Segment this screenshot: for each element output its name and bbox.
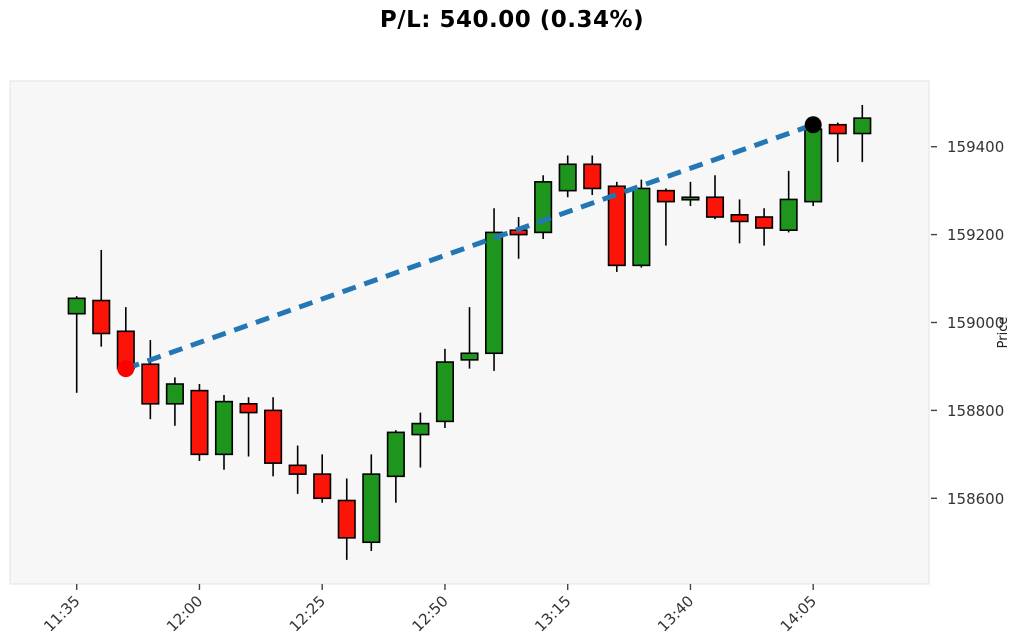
candle-13:25 — [607, 181, 626, 272]
x-tick-label: 13:15 — [531, 592, 574, 635]
candle-12:25 — [313, 454, 332, 503]
candle-13:45 — [705, 175, 725, 220]
candle-12:15 — [264, 397, 283, 477]
y-tick-label: 159000 — [947, 314, 1004, 332]
candle-12:40 — [386, 430, 405, 503]
candle-14:00 — [779, 170, 798, 233]
candle-12:10 — [239, 397, 258, 457]
candle-body — [92, 299, 111, 335]
candle-body — [435, 361, 455, 423]
candle-body — [484, 231, 504, 355]
candle-body — [460, 352, 479, 361]
candle-11:50 — [141, 340, 160, 420]
candle-12:55 — [460, 307, 479, 369]
candle-14:10 — [828, 122, 847, 163]
candle-11:35 — [67, 296, 86, 393]
candle-body — [632, 187, 651, 267]
candle-12:05 — [214, 395, 234, 470]
candle-body — [67, 297, 86, 315]
candle-12:35 — [362, 454, 381, 552]
candle-13:40 — [681, 181, 700, 207]
x-tick-label: 12:00 — [163, 592, 206, 635]
candle-14:05 — [804, 122, 823, 207]
candle-12:50 — [435, 348, 455, 428]
candle-body — [165, 383, 184, 405]
candle-13:50 — [730, 199, 749, 244]
y-axis: 158600 158800 159000 159200 159400 Price — [931, 138, 1011, 508]
candle-13:15 — [558, 155, 577, 198]
entry-marker — [117, 360, 135, 378]
candle-body — [362, 473, 381, 544]
candle-13:20 — [583, 155, 602, 196]
candle-body — [411, 422, 430, 436]
candle-body — [804, 128, 823, 203]
x-axis: 11:35 12:00 12:25 12:50 13:15 13:40 14:05 — [40, 584, 820, 635]
y-tick-label: 158600 — [947, 490, 1004, 508]
candle-12:30 — [337, 478, 356, 560]
candle-12:00 — [190, 384, 209, 461]
x-tick-label: 12:50 — [408, 592, 451, 635]
candle-body — [607, 185, 626, 267]
exit-marker — [804, 116, 822, 134]
candle-body — [288, 464, 307, 475]
candle-body — [534, 181, 553, 234]
candle-body — [681, 196, 700, 201]
candle-body — [583, 163, 602, 190]
trade-trend-line — [124, 122, 815, 371]
y-axis-title: Price — [996, 317, 1011, 349]
candle-body — [558, 163, 577, 192]
candle-body — [214, 400, 234, 456]
x-tick-label: 11:35 — [40, 592, 83, 635]
y-tick-label: 159400 — [947, 138, 1004, 156]
x-tick-label: 12:25 — [286, 592, 329, 635]
candle-11:55 — [165, 377, 184, 426]
candle-body — [313, 473, 332, 500]
pnl-title: P/L: 540.00 (0.34%) — [379, 7, 645, 33]
candle-body — [264, 409, 283, 464]
candle-body — [386, 431, 405, 478]
y-tick-label: 159200 — [947, 226, 1004, 244]
candle-13:00 — [484, 208, 504, 371]
candle-13:55 — [755, 208, 774, 246]
candle-11:40 — [92, 249, 111, 347]
candle-body — [730, 214, 749, 223]
candle-body — [853, 117, 872, 135]
candle-13:10 — [534, 175, 553, 239]
candle-body — [705, 196, 725, 218]
candle-body — [779, 198, 798, 232]
candle-body — [755, 216, 774, 229]
candle-body — [656, 189, 675, 203]
candle-12:45 — [411, 412, 430, 468]
candle-body — [141, 363, 160, 405]
x-tick-label: 14:05 — [777, 592, 820, 635]
candle-body — [190, 389, 209, 456]
x-tick-label: 13:40 — [654, 592, 697, 635]
candle-body — [828, 123, 847, 135]
candle-body — [239, 403, 258, 414]
candle-13:30 — [632, 179, 651, 268]
candle-13:35 — [656, 188, 675, 246]
candle-12:20 — [288, 445, 307, 494]
candle-body — [337, 499, 356, 539]
y-tick-label: 158800 — [947, 402, 1004, 420]
candle-14:15 — [853, 104, 872, 163]
candles — [67, 104, 872, 560]
